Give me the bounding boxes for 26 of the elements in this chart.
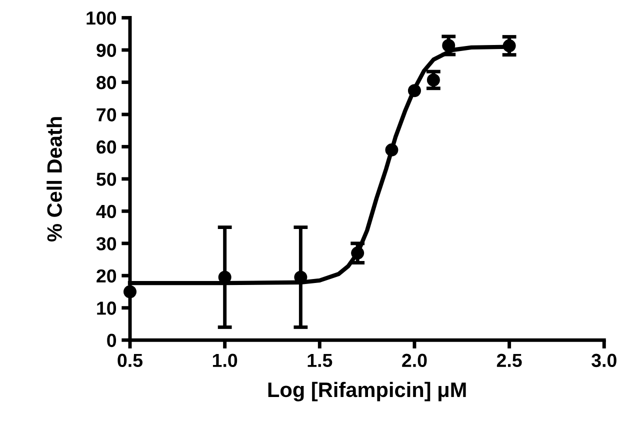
x-tick-label: 0.5 (118, 354, 143, 368)
y-tick-label: 60 (96, 140, 116, 154)
point (502, 39, 516, 52)
x-tick-label: 3.0 (592, 354, 616, 368)
point (123, 285, 136, 298)
y-tick-label: 10 (97, 302, 116, 315)
y-tick-label: 40 (96, 204, 116, 218)
y-tick-label: 0 (107, 334, 116, 348)
y-tick-label: 90 (96, 44, 116, 57)
point (442, 38, 456, 52)
x-tick-label: 2.0 (402, 354, 427, 368)
point (408, 84, 421, 98)
y-tick-label: 20 (96, 269, 116, 283)
y-tick-label: 70 (96, 108, 116, 122)
x-tick-label: 1.5 (308, 354, 332, 368)
y-tick-label: 80 (96, 76, 116, 90)
point (385, 143, 398, 156)
x-tick-label: 1.0 (212, 354, 238, 368)
x-axis-title: Log [Rifampicin] μM (268, 382, 466, 402)
y-tick-label: 100 (86, 11, 116, 25)
y-tick-label: 50 (96, 172, 116, 186)
x-tick-label: 2.5 (496, 354, 522, 368)
point (426, 73, 440, 86)
y-axis-title: % Cell Death (46, 117, 62, 242)
point (351, 246, 364, 260)
y-tick-label: 30 (96, 237, 116, 250)
